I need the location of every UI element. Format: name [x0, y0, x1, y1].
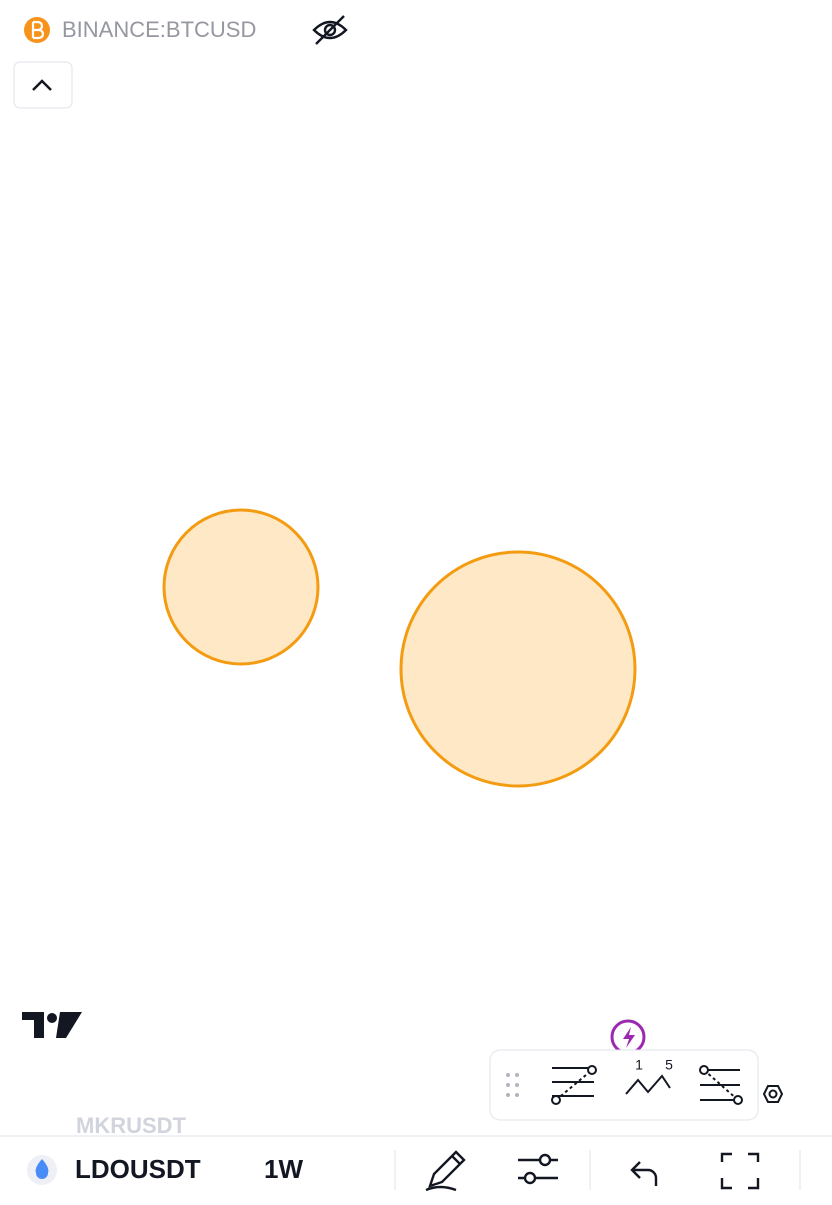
previous-symbol: MKRUSDT [76, 1113, 187, 1138]
toolbar-number: 5 [665, 1057, 673, 1073]
toolbar-number: 1 [635, 1057, 643, 1073]
pattern-tool[interactable]: 1 5 [625, 1057, 673, 1095]
ldo-icon [35, 1159, 49, 1179]
alert-icon[interactable] [610, 1019, 646, 1055]
symbol-title: BINANCE:BTCUSD [62, 17, 256, 42]
hide-icon[interactable] [312, 15, 348, 45]
interval[interactable]: 1W [264, 1154, 303, 1184]
drawing-toolbar: 1 5 [489, 1049, 759, 1121]
chevron-up [32, 79, 52, 91]
symbol-header: BINANCE:BTCUSD [24, 15, 348, 45]
bitcoin-glyph [31, 20, 45, 40]
highlight-circle [399, 550, 637, 788]
tradingview-logo [22, 1012, 82, 1038]
draw-icon[interactable] [425, 1150, 466, 1192]
bottom-bar [0, 1136, 832, 1200]
indicators-icon[interactable] [518, 1153, 558, 1185]
settings-icon[interactable] [762, 1085, 784, 1103]
highlight-circle [162, 508, 320, 666]
fib-tool[interactable] [551, 1065, 597, 1105]
drag-handle[interactable] [506, 1073, 519, 1097]
fullscreen-icon[interactable] [720, 1152, 760, 1190]
collapse-button-bg[interactable] [13, 61, 73, 109]
undo-icon[interactable] [630, 1161, 658, 1186]
symbol-name[interactable]: LDOUSDT [75, 1154, 201, 1184]
projection-tool[interactable] [699, 1065, 743, 1105]
collapse-button[interactable] [13, 61, 73, 109]
